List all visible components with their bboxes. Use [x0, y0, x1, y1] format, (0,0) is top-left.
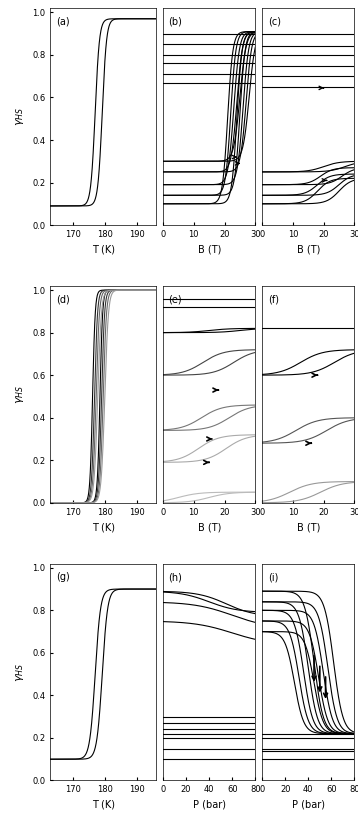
- X-axis label: P (bar): P (bar): [193, 800, 226, 810]
- Y-axis label: $\gamma_{HS}$: $\gamma_{HS}$: [14, 385, 26, 404]
- Text: (c): (c): [268, 17, 281, 27]
- X-axis label: B (T): B (T): [296, 245, 320, 254]
- X-axis label: P (bar): P (bar): [292, 800, 325, 810]
- X-axis label: B (T): B (T): [296, 522, 320, 533]
- X-axis label: B (T): B (T): [198, 522, 221, 533]
- Y-axis label: $\gamma_{HS}$: $\gamma_{HS}$: [14, 663, 26, 681]
- Y-axis label: $\gamma_{HS}$: $\gamma_{HS}$: [14, 107, 26, 126]
- Text: (i): (i): [268, 572, 278, 582]
- X-axis label: T (K): T (K): [92, 522, 115, 533]
- Text: (b): (b): [169, 17, 183, 27]
- Text: (h): (h): [169, 572, 183, 582]
- Text: (f): (f): [268, 294, 279, 305]
- X-axis label: T (K): T (K): [92, 245, 115, 254]
- X-axis label: T (K): T (K): [92, 800, 115, 810]
- Text: (g): (g): [57, 572, 70, 582]
- Text: (e): (e): [169, 294, 182, 305]
- X-axis label: B (T): B (T): [198, 245, 221, 254]
- Text: (a): (a): [57, 17, 70, 27]
- Text: (d): (d): [57, 294, 70, 305]
